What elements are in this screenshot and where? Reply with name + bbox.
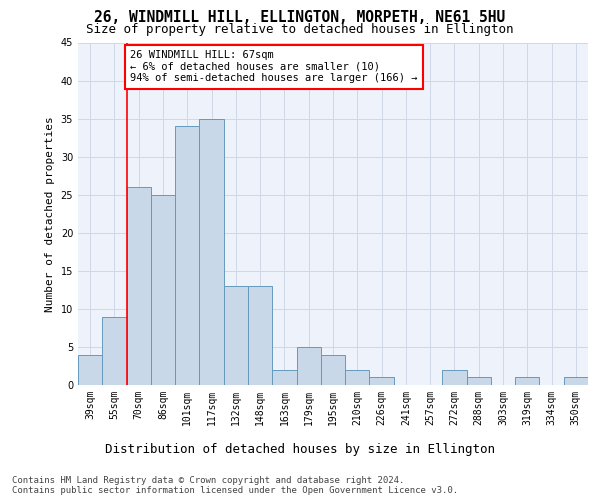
Text: Distribution of detached houses by size in Ellington: Distribution of detached houses by size … [105, 442, 495, 456]
Bar [467, 378, 491, 385]
Bar [102, 316, 127, 385]
Bar [224, 286, 248, 385]
Bar [515, 378, 539, 385]
Bar [127, 187, 151, 385]
Bar [345, 370, 370, 385]
Text: Size of property relative to detached houses in Ellington: Size of property relative to detached ho… [86, 22, 514, 36]
Bar [321, 354, 345, 385]
Bar [442, 370, 467, 385]
Bar [272, 370, 296, 385]
Text: Contains HM Land Registry data © Crown copyright and database right 2024.
Contai: Contains HM Land Registry data © Crown c… [12, 476, 458, 495]
Text: 26 WINDMILL HILL: 67sqm
← 6% of detached houses are smaller (10)
94% of semi-det: 26 WINDMILL HILL: 67sqm ← 6% of detached… [130, 50, 418, 84]
Bar [78, 354, 102, 385]
Bar [564, 378, 588, 385]
Bar [151, 194, 175, 385]
Bar [199, 118, 224, 385]
Bar [296, 347, 321, 385]
Y-axis label: Number of detached properties: Number of detached properties [45, 116, 55, 312]
Text: 26, WINDMILL HILL, ELLINGTON, MORPETH, NE61 5HU: 26, WINDMILL HILL, ELLINGTON, MORPETH, N… [94, 10, 506, 25]
Bar [175, 126, 199, 385]
Bar [248, 286, 272, 385]
Bar [370, 378, 394, 385]
